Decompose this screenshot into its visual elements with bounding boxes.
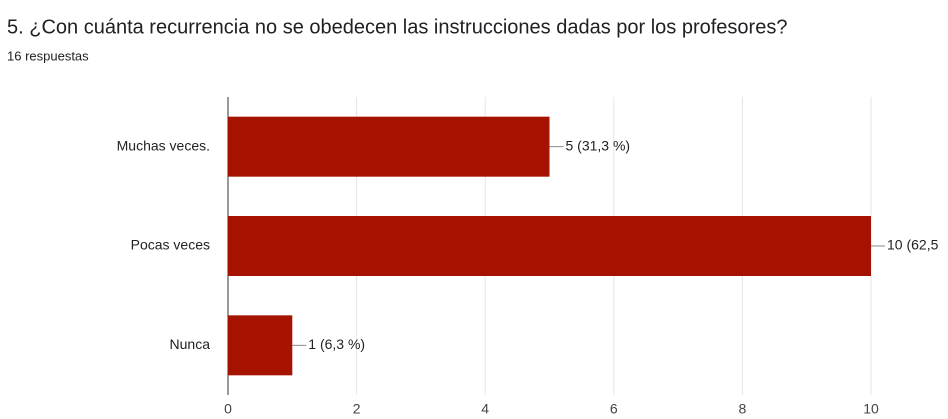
bar (228, 216, 871, 276)
bar (228, 116, 550, 177)
x-tick-label: 6 (610, 401, 618, 417)
x-tick-label: 2 (353, 401, 361, 417)
x-tick-label: 8 (739, 401, 747, 417)
x-tick-label: 10 (863, 401, 879, 417)
chart-title: 5. ¿Con cuánta recurrencia no se obedece… (7, 16, 787, 38)
x-tick-label: 4 (481, 401, 489, 417)
data-label: 5 (31,3 %) (566, 137, 631, 153)
x-tick-label: 0 (224, 401, 232, 417)
data-label: 1 (6,3 %) (308, 336, 365, 352)
data-label: 10 (62,5 (887, 237, 939, 253)
y-tick-label: Muchas veces. (117, 137, 210, 153)
bar (228, 315, 293, 376)
chart-subtitle: 16 respuestas (7, 48, 89, 63)
y-tick-label: Nunca (170, 336, 211, 352)
y-tick-label: Pocas veces (131, 237, 210, 253)
